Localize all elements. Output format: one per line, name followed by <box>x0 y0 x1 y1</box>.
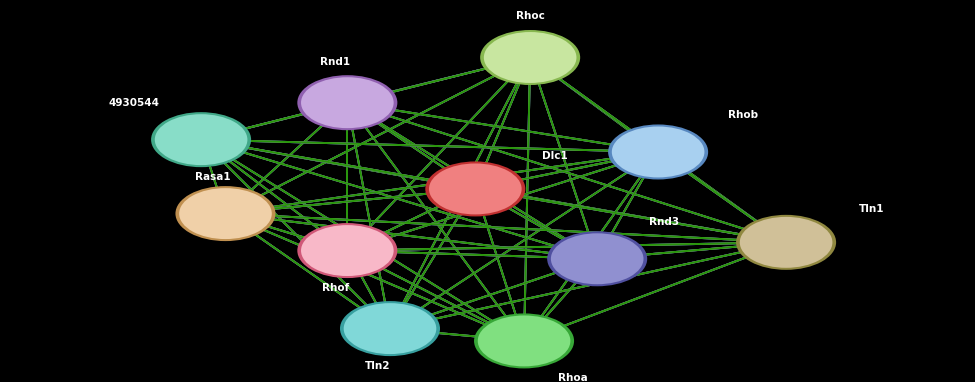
Ellipse shape <box>155 114 248 165</box>
Ellipse shape <box>429 163 522 214</box>
Ellipse shape <box>301 77 394 128</box>
Ellipse shape <box>340 301 440 356</box>
Text: Rnd1: Rnd1 <box>320 57 350 66</box>
Text: Tln2: Tln2 <box>365 361 391 371</box>
Ellipse shape <box>740 217 833 268</box>
Text: Tln1: Tln1 <box>859 204 884 214</box>
Text: Rhob: Rhob <box>728 110 759 120</box>
Text: 4930544: 4930544 <box>108 98 160 108</box>
Ellipse shape <box>484 32 576 83</box>
Ellipse shape <box>608 125 708 180</box>
Ellipse shape <box>736 215 837 270</box>
Ellipse shape <box>480 30 580 85</box>
Ellipse shape <box>151 112 252 167</box>
Text: Rhoa: Rhoa <box>558 373 588 382</box>
Ellipse shape <box>301 225 394 276</box>
Ellipse shape <box>551 233 644 284</box>
Ellipse shape <box>425 162 526 217</box>
Text: Rhoc: Rhoc <box>516 11 545 21</box>
Ellipse shape <box>612 126 704 178</box>
Text: Rasa1: Rasa1 <box>195 172 231 181</box>
Text: Rhof: Rhof <box>322 283 349 293</box>
Ellipse shape <box>179 188 272 239</box>
Ellipse shape <box>297 223 398 278</box>
Ellipse shape <box>176 186 276 241</box>
Ellipse shape <box>547 231 647 286</box>
Ellipse shape <box>297 75 398 130</box>
Ellipse shape <box>474 313 574 368</box>
Text: Dlc1: Dlc1 <box>542 151 567 161</box>
Text: Rnd3: Rnd3 <box>649 217 680 227</box>
Ellipse shape <box>343 303 437 354</box>
Ellipse shape <box>478 316 570 366</box>
